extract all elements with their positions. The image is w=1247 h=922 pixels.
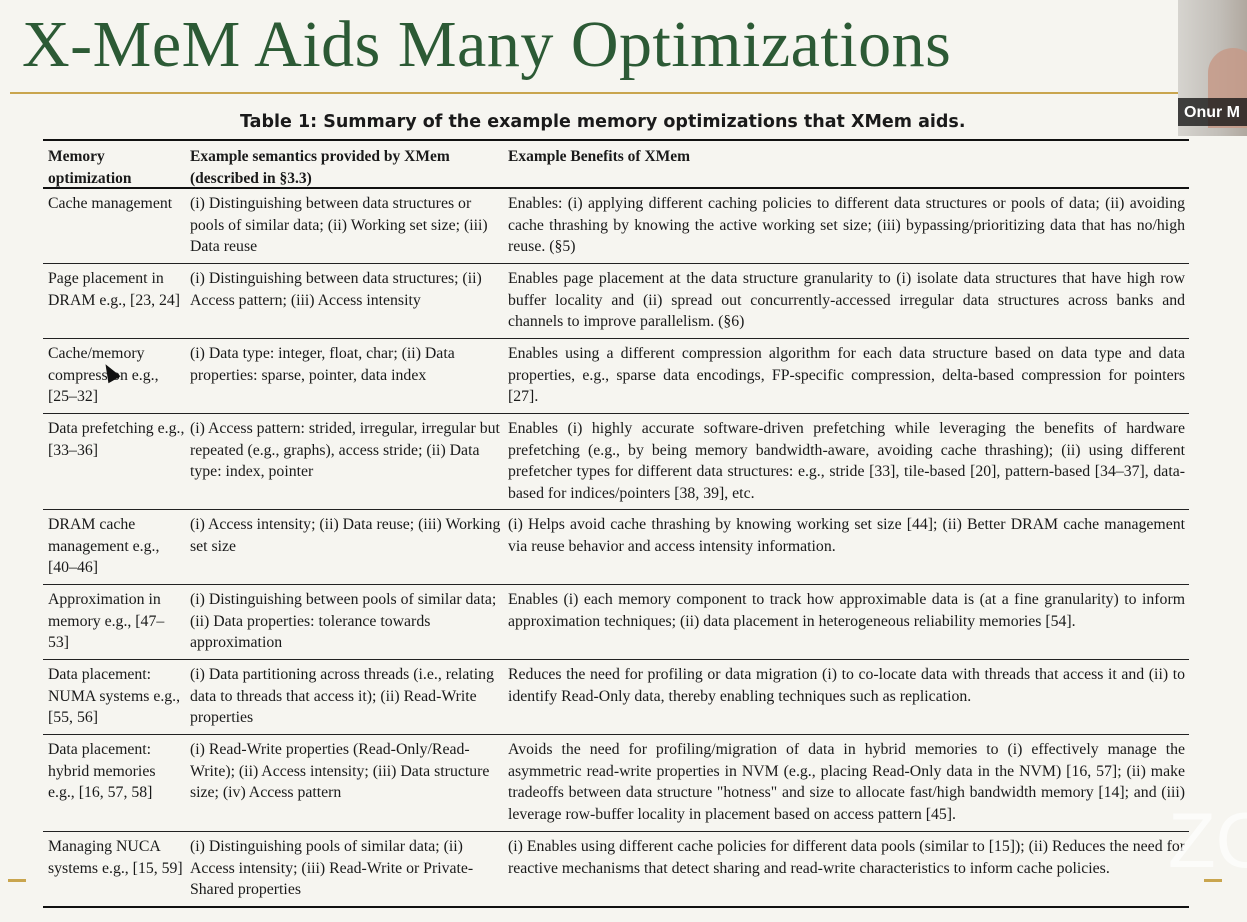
header-example-semantics: Example semantics provided by XMem (desc… — [190, 148, 450, 187]
semantics-cell: (i) Distinguishing between pools of simi… — [190, 591, 497, 651]
slide-title: X-MeM Aids Many Optimizations — [22, 8, 952, 81]
table-row: Approximation in memory e.g., [47–53] (i… — [43, 585, 1189, 660]
semantics-cell: (i) Data type: integer, float, char; (ii… — [190, 345, 455, 384]
benefits-cell: Enables using a different compression al… — [508, 345, 1185, 405]
optimization-cell: Cache management — [48, 195, 173, 212]
optimization-cell: Page placement in DRAM e.g., [23, 24] — [48, 270, 181, 309]
table-row: Data placement: hybrid memories e.g., [1… — [43, 735, 1189, 832]
left-accent-mark — [8, 879, 26, 882]
optimization-cell: Data prefetching e.g., [33–36] — [48, 420, 185, 459]
benefits-cell: Avoids the need for profiling/migration … — [508, 741, 1185, 823]
table-caption: Table 1: Summary of the example memory o… — [240, 112, 966, 132]
semantics-cell: (i) Distinguishing between data structur… — [190, 270, 482, 309]
semantics-cell: (i) Read-Write properties (Read-Only/Rea… — [190, 741, 490, 801]
benefits-cell: Enables (i) each memory component to tra… — [508, 591, 1185, 630]
presenter-name: Onur M — [1184, 104, 1240, 121]
optimization-cell: Cache/memory compression e.g., [25–32] — [48, 345, 159, 405]
header-memory-optimization: Memory optimization — [48, 148, 132, 187]
optimization-cell: Data placement: NUMA systems e.g., [55, … — [48, 666, 181, 726]
header-example-benefits: Example Benefits of XMem — [508, 148, 691, 165]
semantics-cell: (i) Distinguishing pools of similar data… — [190, 838, 474, 898]
optimization-cell: Data placement: hybrid memories e.g., [1… — [48, 741, 156, 801]
table-row: DRAM cache management e.g., [40–46] (i) … — [43, 510, 1189, 585]
optimizations-table: Memory optimization Example semantics pr… — [43, 139, 1189, 908]
table-row: Cache/memory compression e.g., [25–32] (… — [43, 339, 1189, 414]
table-row: Managing NUCA systems e.g., [15, 59] (i)… — [43, 832, 1189, 906]
optimization-cell: DRAM cache management e.g., [40–46] — [48, 516, 160, 576]
table-row: Data placement: NUMA systems e.g., [55, … — [43, 660, 1189, 735]
semantics-cell: (i) Access intensity; (ii) Data reuse; (… — [190, 516, 501, 555]
benefits-cell: (i) Helps avoid cache thrashing by knowi… — [508, 516, 1185, 555]
presenter-name-strip — [1178, 98, 1247, 126]
semantics-cell: (i) Access pattern: strided, irregular, … — [190, 420, 500, 480]
right-accent-mark — [1204, 879, 1222, 882]
benefits-cell: (i) Enables using different cache polici… — [508, 838, 1185, 877]
benefits-cell: Enables page placement at the data struc… — [508, 270, 1185, 330]
zoom-watermark: ZO — [1168, 796, 1247, 884]
table-row: Page placement in DRAM e.g., [23, 24] (i… — [43, 264, 1189, 339]
semantics-cell: (i) Distinguishing between data structur… — [190, 195, 488, 255]
table-row: Cache management (i) Distinguishing betw… — [43, 189, 1189, 264]
benefits-cell: Enables (i) highly accurate software-dri… — [508, 420, 1185, 502]
optimization-cell: Managing NUCA systems e.g., [15, 59] — [48, 838, 183, 877]
optimization-cell: Approximation in memory e.g., [47–53] — [48, 591, 165, 651]
semantics-cell: (i) Data partitioning across threads (i.… — [190, 666, 494, 726]
title-divider — [10, 92, 1247, 94]
table-header-row: Memory optimization Example semantics pr… — [43, 141, 1189, 189]
benefits-cell: Enables: (i) applying different caching … — [508, 195, 1185, 255]
benefits-cell: Reduces the need for profiling or data m… — [508, 666, 1185, 705]
table-row: Data prefetching e.g., [33–36] (i) Acces… — [43, 414, 1189, 510]
presenter-video-thumbnail[interactable]: Onur M — [1178, 0, 1247, 136]
